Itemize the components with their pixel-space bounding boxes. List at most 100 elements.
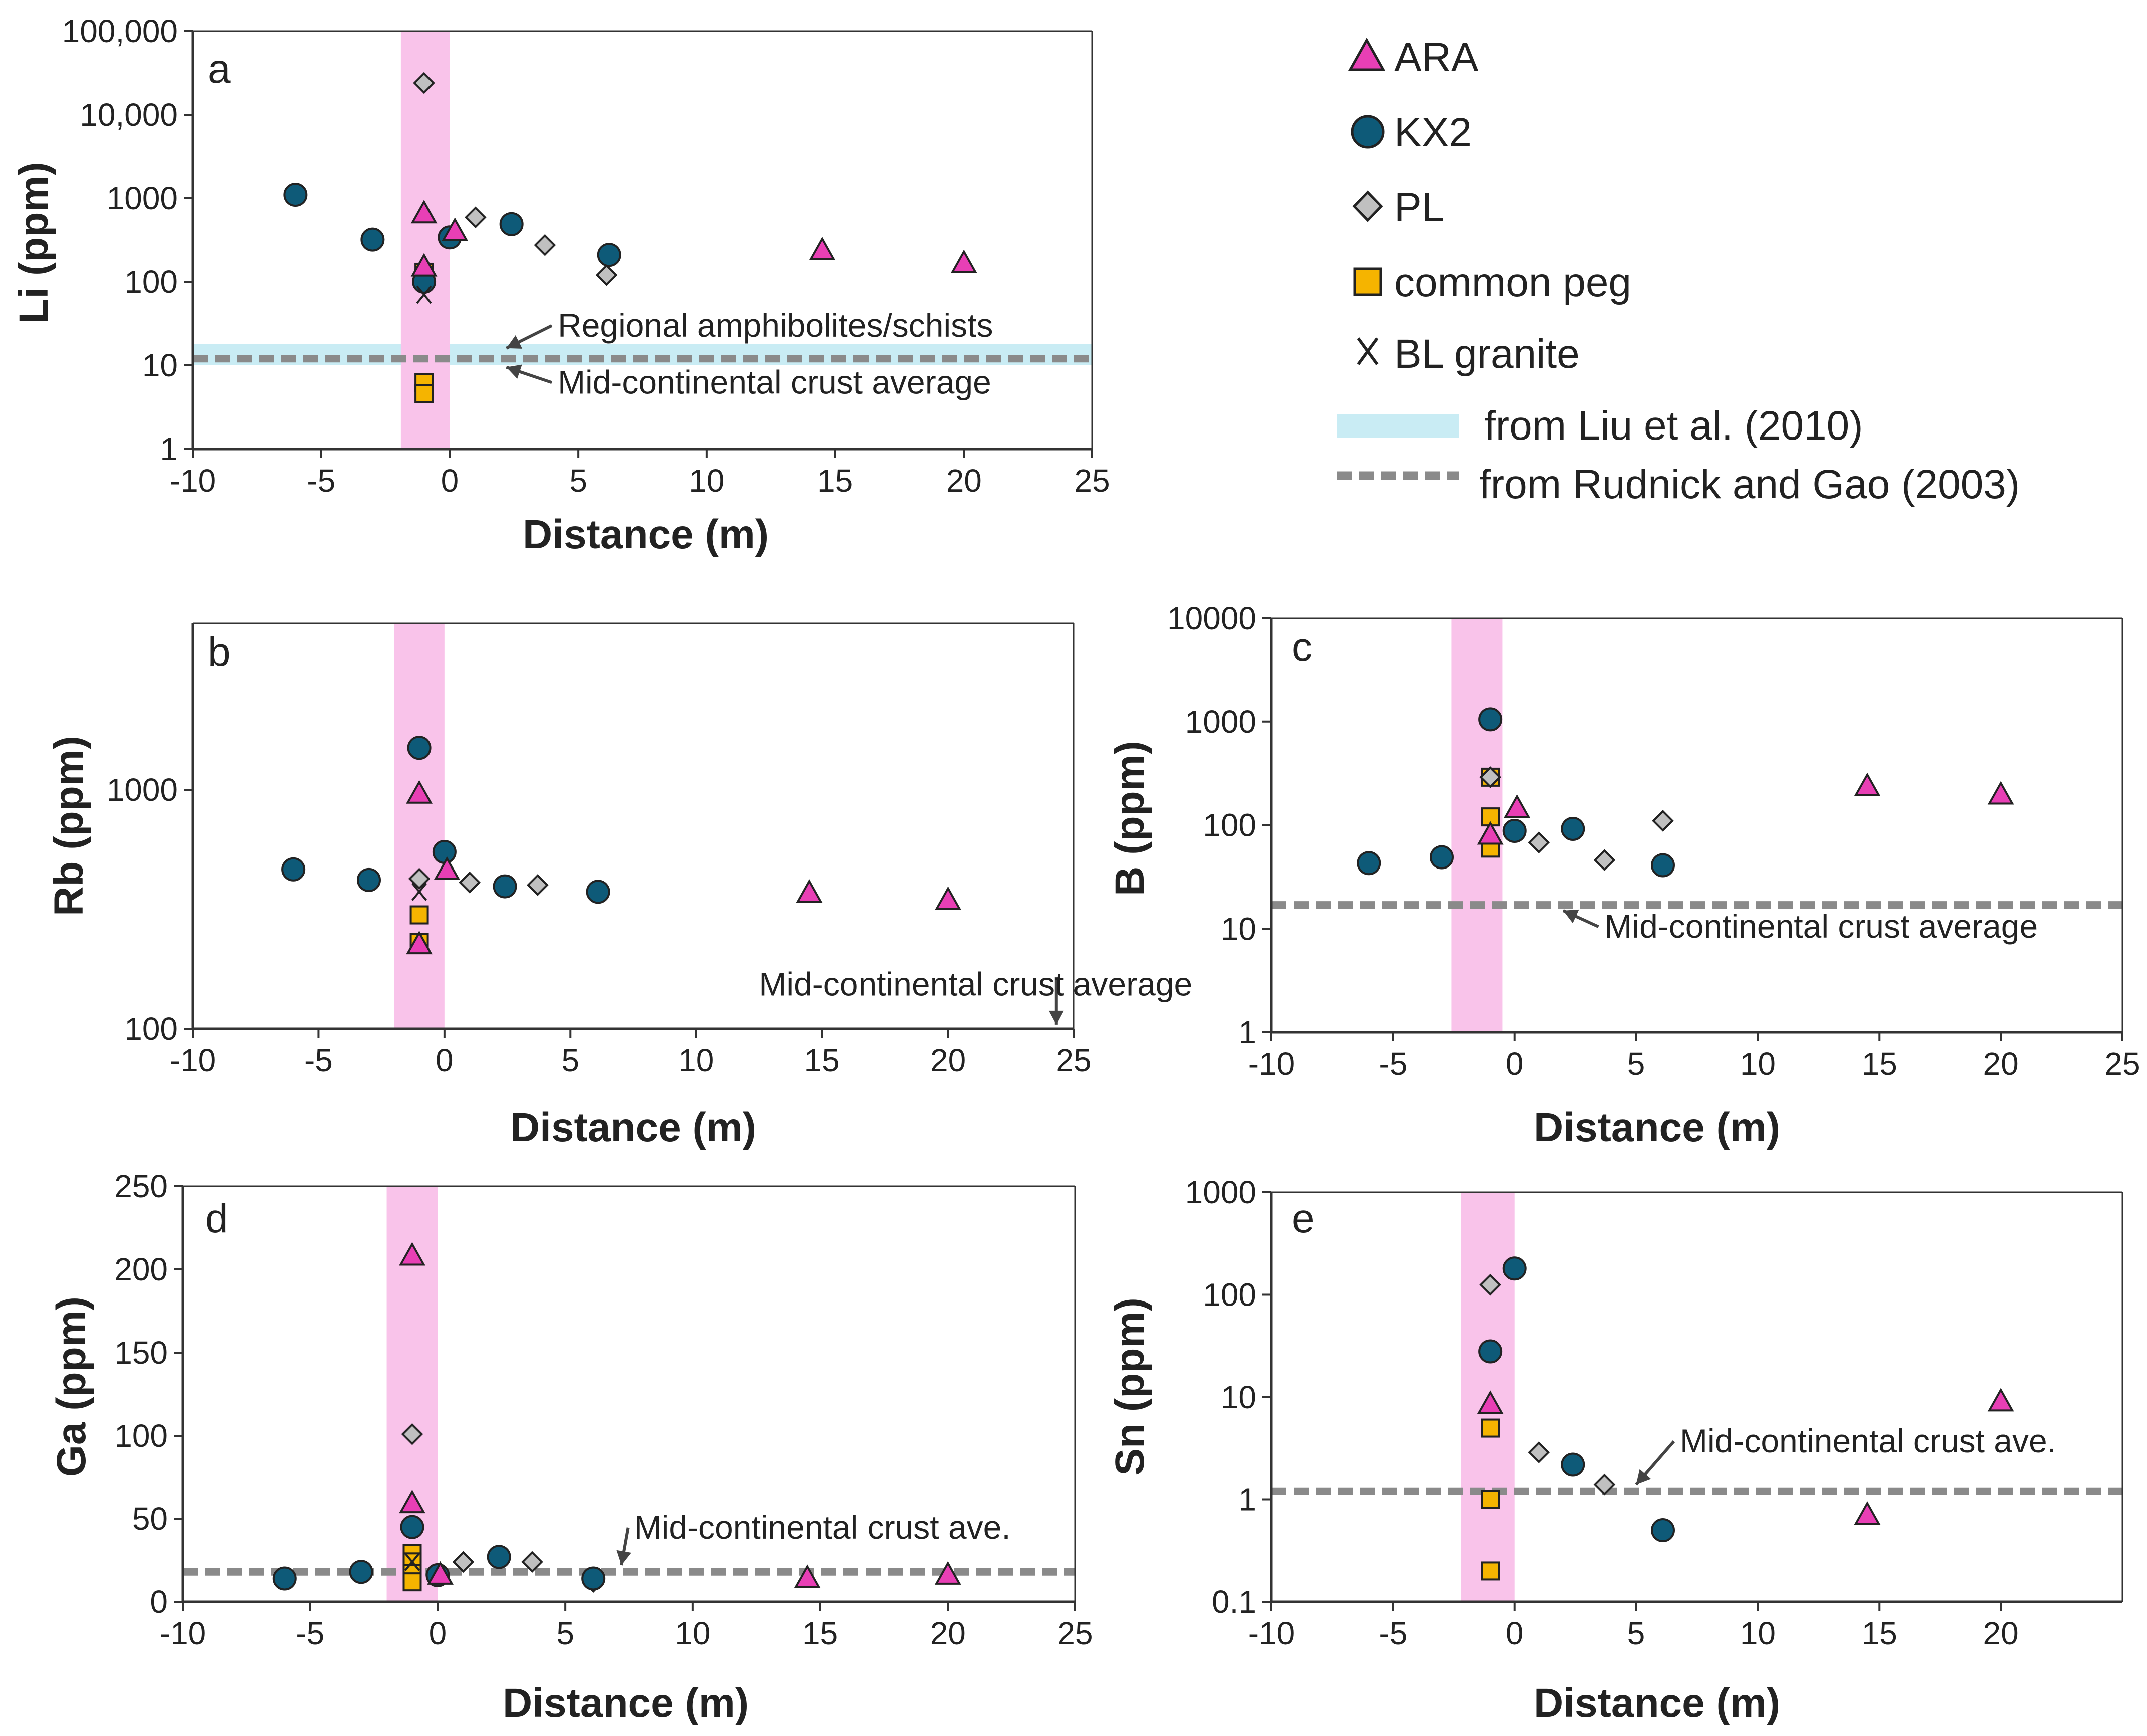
y-tick-label-e-4: 1000 xyxy=(1185,1174,1256,1210)
x-tick-label-a-7: 25 xyxy=(1074,463,1110,499)
plot-area-c xyxy=(1271,618,2122,1032)
point-b-ara-0 xyxy=(406,780,433,804)
pegmatite-band-b xyxy=(394,623,445,1029)
x-tick-label-e-5: 15 xyxy=(1862,1615,1897,1651)
y-tick-label-e-3: 100 xyxy=(1203,1277,1256,1313)
point-a-ara-1 xyxy=(410,253,438,277)
point-a-ara-3 xyxy=(809,236,836,261)
point-b-bl-0 xyxy=(411,883,427,901)
legend-marker-ara xyxy=(1348,37,1386,71)
bands-b xyxy=(394,623,445,1029)
point-e-peg-0 xyxy=(1481,1418,1500,1438)
legend-liu-label: from Liu et al. (2010) xyxy=(1484,403,1863,449)
plot-area-b xyxy=(193,623,1074,1029)
y-tick-label-a-5: 100,000 xyxy=(62,13,178,49)
x-tick-label-c-2: 0 xyxy=(1506,1046,1524,1082)
point-e-kx2-0 xyxy=(1478,1339,1503,1364)
point-c-pl-2 xyxy=(1593,849,1616,872)
annotation-arrow-b-0 xyxy=(1048,977,1064,1025)
y-tick-label-d-4: 200 xyxy=(114,1251,168,1287)
x-axis-label-a: Distance (m) xyxy=(523,512,769,557)
y-tick-label-a-2: 100 xyxy=(124,264,178,300)
x-tick-label-b-5: 15 xyxy=(804,1042,840,1078)
x-tick-label-d-2: 0 xyxy=(429,1615,447,1651)
y-tick-label-e-2: 10 xyxy=(1221,1379,1256,1415)
annotation-arrow-a-0 xyxy=(506,324,553,350)
point-c-pl-1 xyxy=(1528,831,1550,853)
x-tick-label-c-4: 10 xyxy=(1740,1046,1776,1082)
legend-label-ara: ARA xyxy=(1394,35,1479,80)
point-c-kx2-1 xyxy=(1430,845,1454,870)
point-a-pl-2 xyxy=(534,234,556,256)
y-tick-label-d-1: 50 xyxy=(132,1501,168,1537)
point-a-peg-3 xyxy=(414,384,434,403)
x-tick-label-a-1: -5 xyxy=(307,463,335,499)
x-tick-label-b-4: 10 xyxy=(678,1042,714,1078)
x-tick-label-c-3: 5 xyxy=(1627,1046,1645,1082)
panel-e: -10 -5 0 5 10 15 20 0.1 1 10 100 1000 e Distance (m… xyxy=(1107,1174,2123,1726)
y-axis-label-d: Ga (ppm) xyxy=(49,1296,94,1477)
legend-marker-kx2 xyxy=(1351,115,1385,149)
marks-e xyxy=(1477,1256,2014,1581)
point-a-bl-0 xyxy=(416,285,432,304)
y-axis-label-e: Sn (ppm) xyxy=(1107,1297,1153,1475)
marks-a xyxy=(283,72,977,403)
y-tick-label-d-3: 150 xyxy=(114,1335,168,1371)
point-c-kx2-0 xyxy=(1357,851,1381,876)
annotation-c-0: Mid-continental crust average xyxy=(1604,908,2038,945)
point-c-pl-0 xyxy=(1479,766,1501,788)
y-axis-label-c: B (ppm) xyxy=(1107,741,1153,896)
y-tick-label-d-2: 100 xyxy=(114,1418,168,1454)
x-tick-label-c-5: 15 xyxy=(1862,1046,1897,1082)
point-c-pl-3 xyxy=(1652,810,1674,832)
x-tick-label-c-7: 25 xyxy=(2104,1046,2140,1082)
point-d-pl-2 xyxy=(521,1551,543,1573)
point-d-ara-0 xyxy=(399,1242,425,1266)
y-tick-label-d-0: 0 xyxy=(150,1584,168,1620)
point-b-pl-0 xyxy=(408,867,431,890)
point-d-ara-1 xyxy=(399,1490,425,1514)
point-b-kx2-5 xyxy=(586,880,610,904)
legend-marker-pl xyxy=(1352,190,1383,222)
x-tick-label-c-0: -10 xyxy=(1248,1046,1295,1082)
point-b-pl-1 xyxy=(459,872,481,894)
panel-label-c: c xyxy=(1292,624,1312,670)
x-tick-label-e-1: -5 xyxy=(1379,1615,1407,1651)
x-tick-label-e-4: 10 xyxy=(1740,1615,1776,1651)
y-tick-label-b-0: 100 xyxy=(124,1011,178,1047)
x-tick-label-b-1: -5 xyxy=(304,1042,333,1078)
legend-label-bl: BL granite xyxy=(1394,331,1580,377)
axes-a: -10 -5 0 5 10 15 20 25 1 10 100 1000 10,000 100,000 xyxy=(62,13,1110,499)
legend-liu-band-swatch xyxy=(1337,414,1459,438)
axes-c: -10 -5 0 5 10 15 20 25 1 10 100 1000 10000 xyxy=(1167,600,2140,1082)
annotation-arrow-c-0 xyxy=(1562,909,1599,928)
point-e-ara-2 xyxy=(1987,1388,2014,1412)
y-tick-label-a-1: 10 xyxy=(142,347,178,383)
x-tick-label-d-7: 25 xyxy=(1057,1615,1093,1651)
point-e-ara-1 xyxy=(1854,1501,1881,1525)
x-tick-label-d-0: -10 xyxy=(160,1615,206,1651)
panel-label-b: b xyxy=(208,629,231,675)
annotation-a-1: Mid-continental crust average xyxy=(558,363,991,400)
point-b-kx2-4 xyxy=(493,874,517,899)
point-d-kx2-2 xyxy=(400,1515,424,1539)
plot-area-d xyxy=(183,1186,1075,1602)
y-tick-label-c-3: 1000 xyxy=(1185,704,1256,740)
point-d-pl-1 xyxy=(452,1551,475,1573)
point-a-kx2-5 xyxy=(597,243,621,267)
point-e-pl-1 xyxy=(1528,1441,1550,1463)
x-tick-label-a-6: 20 xyxy=(946,463,982,499)
x-tick-label-b-6: 20 xyxy=(930,1042,966,1078)
point-c-ara-2 xyxy=(1854,772,1881,796)
y-tick-label-a-0: 1 xyxy=(160,431,178,467)
point-d-pl-0 xyxy=(401,1423,423,1445)
point-e-kx2-1 xyxy=(1502,1256,1527,1281)
legend-marker-bl xyxy=(1357,337,1379,365)
point-c-ara-3 xyxy=(1987,781,2014,805)
y-tick-label-b-1: 1000 xyxy=(107,772,178,808)
point-a-kx2-4 xyxy=(499,212,524,236)
y-tick-label-a-3: 1000 xyxy=(107,180,178,216)
x-axis-label-e: Distance (m) xyxy=(1534,1680,1780,1726)
x-tick-label-e-6: 20 xyxy=(1983,1615,2019,1651)
